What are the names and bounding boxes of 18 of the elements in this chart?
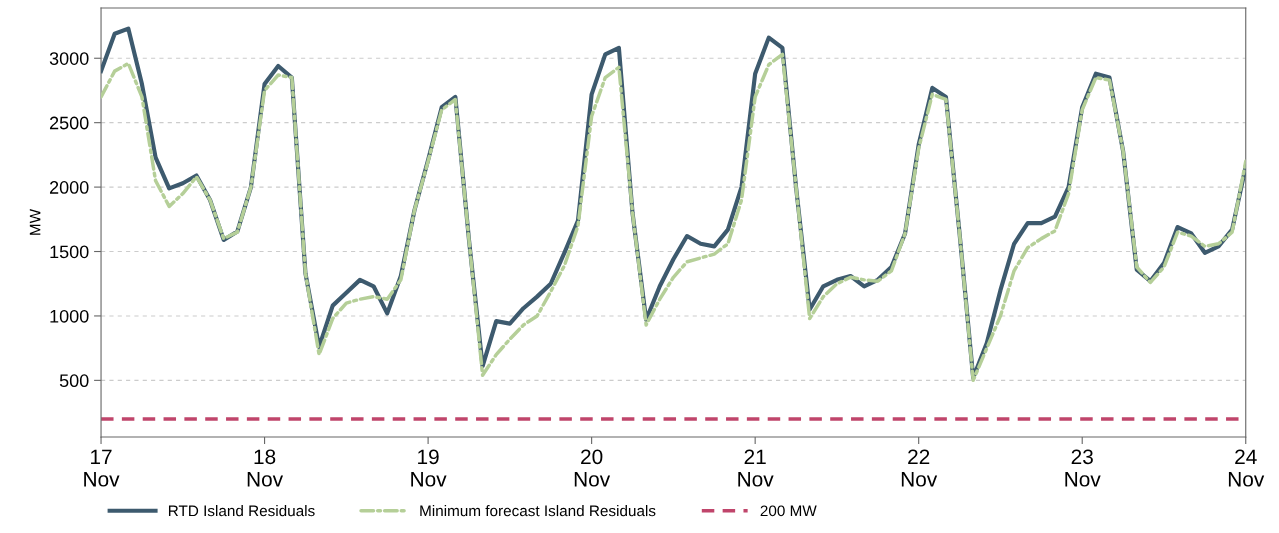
y-tick-label: 1000 — [50, 309, 89, 323]
legend-label: Minimum forecast Island Residuals — [420, 505, 656, 517]
x-tick-label: 18 Nov — [247, 449, 284, 487]
y-tick-label: 2000 — [49, 181, 89, 194]
x-tick-label: 23 Nov — [1065, 449, 1101, 487]
x-tick-label: 17 Nov — [84, 449, 120, 487]
legend-label: RTD Island Residuals — [168, 505, 315, 517]
y-tick-label: 1500 — [50, 245, 89, 259]
x-tick-label: 24 Nov — [1228, 449, 1265, 487]
y-tick-label: 2500 — [49, 116, 89, 130]
y-tick-label: 500 — [59, 374, 89, 388]
legend-label: 200 MW — [760, 505, 817, 517]
x-tick-label: 19 Nov — [411, 449, 447, 487]
y-axis-title: MW — [29, 209, 41, 235]
y-tick-label: 3000 — [49, 52, 89, 65]
x-tick-label: 21 Nov — [738, 449, 774, 487]
x-tick-label: 22 Nov — [901, 449, 938, 487]
x-tick-label: 20 Nov — [574, 449, 611, 487]
